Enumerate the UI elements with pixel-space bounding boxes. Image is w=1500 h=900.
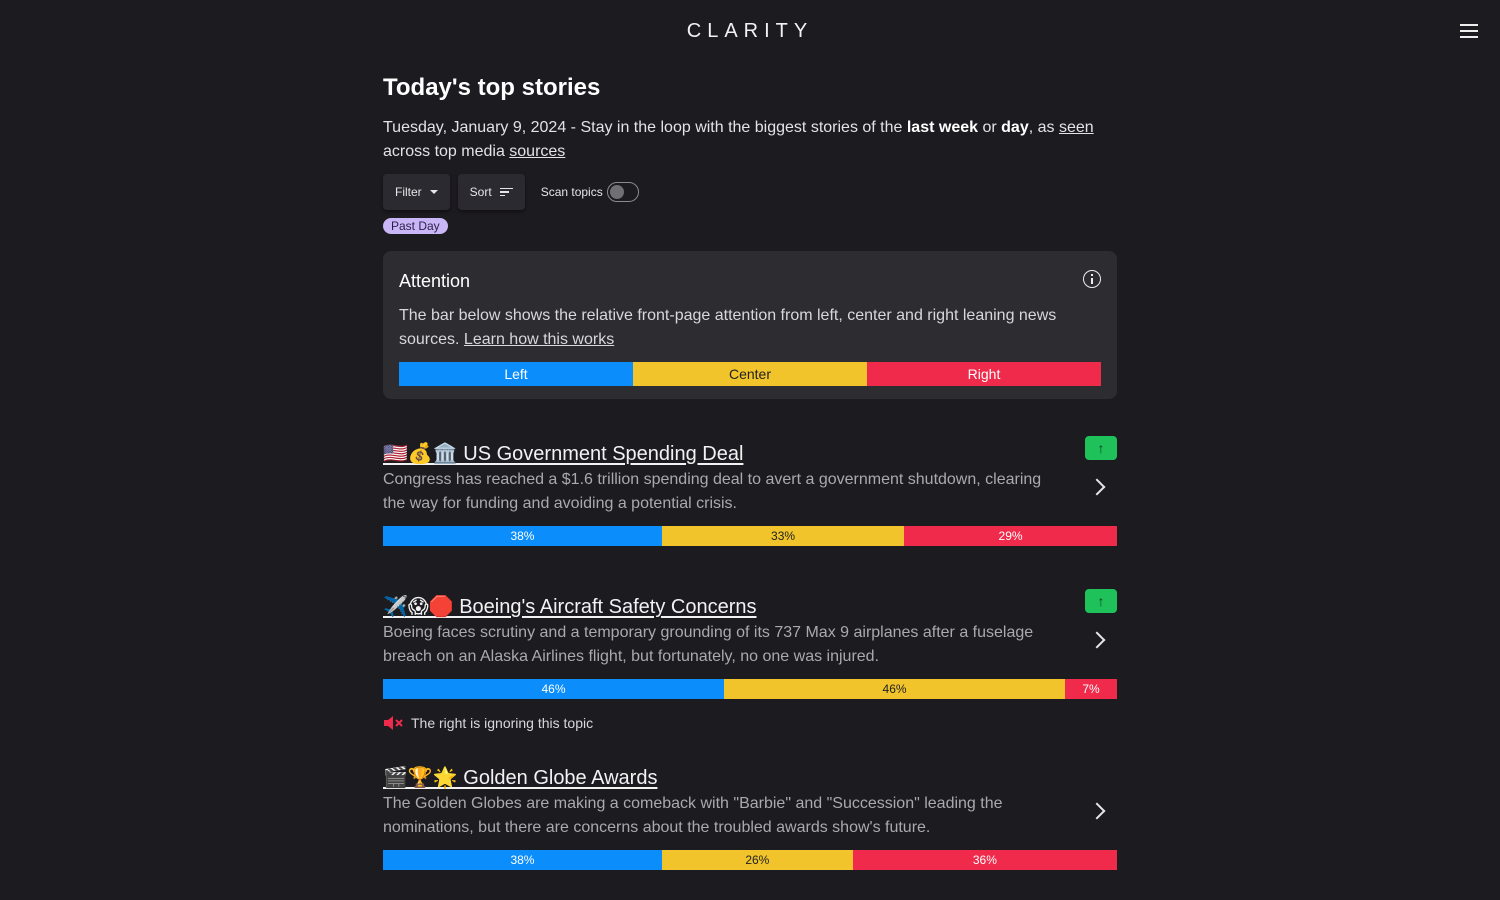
legend-right: Right — [867, 362, 1101, 386]
scan-topics-toggle[interactable] — [606, 182, 639, 202]
chevron-right-icon[interactable] — [1088, 478, 1106, 496]
attention-title: Attention — [399, 271, 471, 291]
coverage-bar: 38% 33% 29% — [383, 526, 1117, 546]
chevron-right-icon[interactable] — [1088, 631, 1106, 649]
ignored-notice: The right is ignoring this topic — [383, 715, 1117, 731]
chevron-right-icon[interactable] — [1088, 802, 1106, 820]
story-title[interactable]: 🎬🏆🌟 Golden Globe Awards — [383, 767, 658, 789]
story-item[interactable]: 🎬🏆🌟 Golden Globe Awards The Golden Globe… — [383, 765, 1117, 870]
attention-description: The bar below shows the relative front-p… — [399, 304, 1101, 352]
story-title[interactable]: ✈️😱🛑 Boeing's Aircraft Safety Concerns — [383, 596, 757, 618]
sources-link[interactable]: sources — [509, 143, 566, 160]
page-title: Today's top stories — [383, 74, 601, 101]
trending-up-badge: ↑ — [1085, 436, 1117, 460]
coverage-center: 33% — [661, 526, 905, 546]
story-description: Boeing faces scrutiny and a temporary gr… — [383, 624, 1034, 665]
learn-how-link[interactable]: Learn how this works — [463, 331, 615, 348]
coverage-right: 36% — [852, 850, 1117, 870]
caret-down-icon — [429, 190, 438, 194]
legend-center: Center — [633, 362, 867, 386]
ignored-notice-text: The right is ignoring this topic — [411, 715, 594, 731]
subtitle-week: last week — [906, 119, 979, 136]
scan-topics-label: Scan topics — [540, 185, 603, 199]
legend-left: Left — [399, 362, 633, 386]
coverage-left: 38% — [383, 526, 662, 546]
muted-speaker-icon — [384, 716, 403, 730]
coverage-bar: 38% 26% 36% — [383, 850, 1117, 870]
main-content: Today's top stories Tuesday, January 9, … — [383, 72, 1117, 870]
coverage-right: 7% — [1065, 679, 1117, 699]
attention-card: Attention The bar below shows the relati… — [383, 251, 1117, 399]
controls-row: Filter Sort Scan topics — [383, 174, 1117, 210]
logo[interactable]: CLARITY — [686, 20, 814, 42]
sort-label: Sort — [469, 185, 492, 199]
trending-up-badge: ↑ — [1085, 589, 1117, 613]
subtitle-text: Tuesday, January 9, 2024 - Stay in the l… — [383, 119, 907, 136]
info-icon[interactable] — [1083, 270, 1101, 288]
scan-topics: Scan topics — [541, 182, 639, 202]
page-subtitle: Tuesday, January 9, 2024 - Stay in the l… — [383, 116, 1117, 164]
coverage-right: 29% — [904, 526, 1117, 546]
subtitle-across: across top media — [383, 143, 510, 160]
attention-text: The bar below shows the relative front-p… — [399, 307, 1057, 348]
coverage-left: 46% — [383, 679, 725, 699]
coverage-left: 38% — [383, 850, 662, 870]
coverage-bar: 46% 46% 7% — [383, 679, 1117, 699]
sort-icon — [499, 187, 513, 197]
story-description: Congress has reached a $1.6 trillion spe… — [383, 471, 1042, 512]
top-bar: CLARITY — [0, 0, 1500, 64]
seen-link[interactable]: seen — [1058, 119, 1094, 136]
subtitle-as: , as — [1028, 119, 1059, 136]
story-item[interactable]: 🇺🇸💰🏛️ US Government Spending Deal ↑ Cong… — [383, 436, 1117, 546]
toggle-knob — [609, 185, 624, 199]
subtitle-or: or — [978, 119, 1002, 136]
filter-chip-past-day[interactable]: Past Day — [383, 218, 448, 234]
filter-button[interactable]: Filter — [383, 174, 450, 210]
hamburger-menu-icon[interactable] — [1460, 24, 1478, 40]
coverage-center: 46% — [724, 679, 1066, 699]
subtitle-day: day — [1001, 119, 1029, 136]
sort-button[interactable]: Sort — [457, 174, 525, 210]
story-item[interactable]: ✈️😱🛑 Boeing's Aircraft Safety Concerns ↑… — [383, 589, 1117, 731]
attention-legend-bar: Left Center Right — [399, 362, 1101, 386]
coverage-center: 26% — [661, 850, 853, 870]
filter-label: Filter — [395, 185, 422, 199]
story-description: The Golden Globes are making a comeback … — [383, 795, 1003, 836]
story-title[interactable]: 🇺🇸💰🏛️ US Government Spending Deal — [383, 443, 744, 465]
